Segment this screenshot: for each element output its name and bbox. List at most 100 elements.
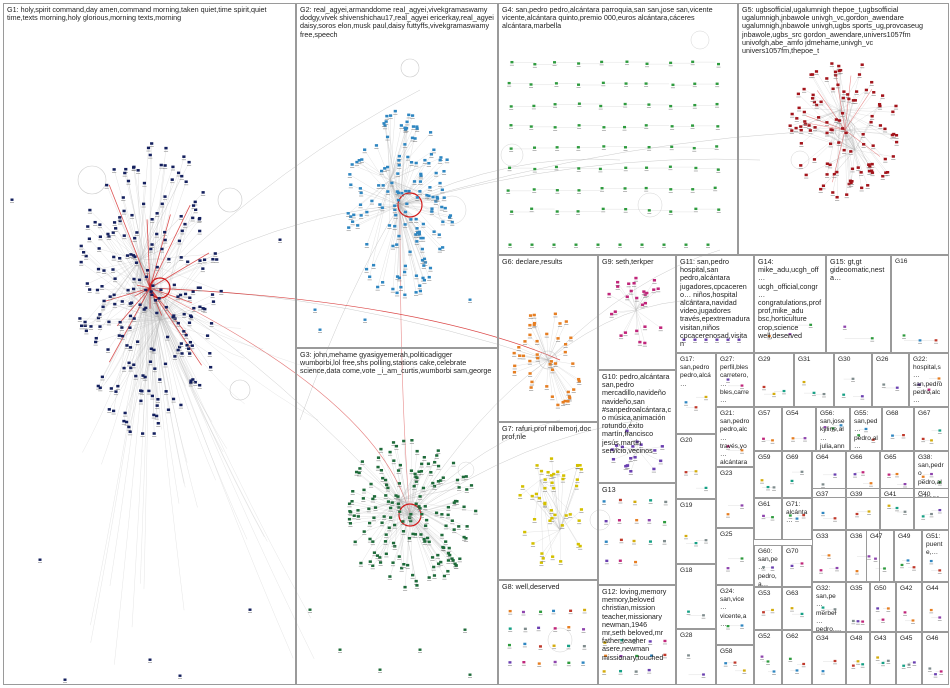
node <box>726 625 730 628</box>
group-panel-g10: G10: pedro,alcántara san,pedro mercadill… <box>598 370 676 483</box>
node <box>840 111 845 115</box>
node <box>382 122 386 125</box>
node <box>529 386 533 389</box>
edge <box>377 514 411 557</box>
node <box>132 277 136 281</box>
edge <box>790 109 841 127</box>
node <box>151 284 155 287</box>
node <box>555 210 559 213</box>
node <box>523 627 527 631</box>
node <box>170 178 174 181</box>
node <box>135 231 139 234</box>
group-panel-g54: G54 <box>782 407 816 451</box>
node <box>861 471 865 474</box>
node <box>821 483 825 486</box>
node <box>129 366 133 370</box>
node <box>357 159 361 162</box>
node <box>84 329 88 333</box>
node <box>376 456 381 459</box>
edge <box>149 287 294 659</box>
node <box>160 202 164 206</box>
node <box>640 303 645 307</box>
edge <box>389 115 391 181</box>
node <box>635 440 639 444</box>
edge <box>159 294 186 321</box>
node <box>716 125 720 128</box>
node <box>891 155 895 158</box>
node <box>375 554 380 557</box>
edge <box>547 359 574 390</box>
group-panel-g45: G45 <box>896 632 922 685</box>
node <box>462 535 466 539</box>
node <box>559 560 563 563</box>
edge <box>139 259 168 338</box>
edge <box>801 109 841 144</box>
node <box>359 191 363 195</box>
node <box>138 303 142 307</box>
node <box>518 354 522 357</box>
self-loop <box>77 165 107 195</box>
node <box>528 314 533 317</box>
node <box>461 475 465 479</box>
node <box>812 158 817 161</box>
node <box>381 184 385 187</box>
node <box>532 323 536 326</box>
group-label: G34 <box>816 635 829 642</box>
node <box>767 334 771 338</box>
node <box>930 439 933 442</box>
node <box>185 343 189 347</box>
node <box>441 476 445 479</box>
node <box>421 276 425 280</box>
node <box>868 165 872 169</box>
node <box>371 564 375 568</box>
node <box>413 472 417 476</box>
node <box>545 332 549 336</box>
node <box>447 546 451 550</box>
node <box>553 627 557 630</box>
node <box>845 193 849 196</box>
node <box>790 112 794 116</box>
node <box>579 467 583 471</box>
edge <box>826 78 846 131</box>
node <box>799 142 803 145</box>
node <box>819 569 823 572</box>
node <box>350 499 354 503</box>
edge <box>369 179 391 278</box>
edge <box>534 479 541 520</box>
edge <box>399 487 460 501</box>
group-panel-g57: G57 <box>754 407 782 451</box>
node <box>543 486 547 490</box>
node <box>424 524 428 528</box>
group-label: G1: holy,spirit command,day amen,command… <box>7 5 269 23</box>
node <box>362 488 366 492</box>
edge <box>514 359 549 373</box>
node <box>506 189 510 192</box>
node <box>125 254 130 257</box>
group-label: G42 <box>900 585 913 592</box>
edge <box>149 287 202 366</box>
node <box>687 610 690 613</box>
node <box>633 456 637 459</box>
node <box>163 362 168 366</box>
node <box>422 257 427 261</box>
node <box>186 260 190 264</box>
group-label: G50 <box>874 585 887 592</box>
edge <box>630 449 639 472</box>
node <box>508 609 512 613</box>
group-label: G31 <box>798 356 811 363</box>
node <box>537 496 542 500</box>
edge <box>539 498 561 531</box>
node <box>395 275 400 278</box>
node <box>600 187 604 190</box>
node <box>567 644 571 648</box>
node <box>171 397 176 401</box>
node <box>662 243 666 246</box>
node <box>419 236 423 240</box>
node <box>549 474 554 477</box>
group-label: G29 <box>758 356 771 363</box>
node <box>393 109 397 113</box>
node <box>878 124 883 127</box>
edge <box>409 419 641 516</box>
node <box>446 505 450 509</box>
group-label: G27: perfil,bles carretero,… bles,carre… <box>720 356 751 405</box>
